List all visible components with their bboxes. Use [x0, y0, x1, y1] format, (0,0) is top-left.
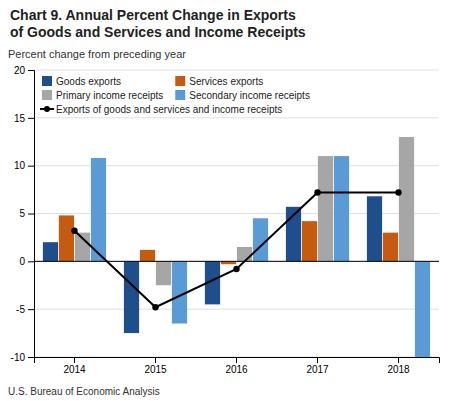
x-tick: 2018 [387, 357, 410, 375]
x-tick-label: 2015 [144, 364, 167, 375]
x-tick-mark [74, 357, 75, 363]
bar [124, 261, 139, 333]
bar [415, 261, 430, 357]
legend-swatch [175, 76, 185, 86]
x-tick-mark [317, 357, 318, 363]
grid [34, 70, 439, 357]
x-tick: 2016 [225, 357, 248, 375]
legend-item: Primary income receipts [42, 90, 163, 101]
legend-label: Secondary income receipts [189, 90, 310, 101]
legend-label: Primary income receipts [56, 90, 163, 101]
legend-swatch [175, 90, 185, 100]
y-tick: -5 [16, 304, 34, 315]
x-tick: 2017 [306, 357, 329, 375]
y-tick-label: 0 [19, 256, 25, 267]
y-tick-label: 10 [14, 160, 26, 171]
y-tick-mark [28, 357, 34, 358]
x-tick-label: 2018 [387, 364, 410, 375]
plot: -10 -5 0 5 10 15 20 2014 2015 2016 2017 2018 Goods e… [11, 65, 440, 375]
bar [399, 137, 414, 261]
y-tick-label: -5 [16, 304, 25, 315]
bar [237, 247, 252, 261]
y-tick: 5 [19, 208, 34, 219]
y-tick-mark [28, 166, 34, 167]
y-tick-label: 20 [14, 65, 26, 76]
line-point [395, 189, 401, 195]
line-marks [71, 189, 401, 310]
y-axis-line [28, 71, 35, 358]
legend-swatch [42, 76, 52, 86]
legend-label: Exports of goods and services and income… [56, 104, 282, 115]
bar [383, 233, 398, 262]
y-tick: 20 [14, 65, 34, 76]
x-tick-label: 2014 [63, 364, 86, 375]
line [75, 192, 399, 307]
y-tick-mark [28, 118, 34, 119]
footer: U.S. Bureau of Economic Analysis [8, 386, 160, 397]
y-axis-label: Percent change from preceding year [8, 48, 186, 60]
grid-line [34, 70, 439, 71]
line-point [71, 228, 77, 234]
legend-swatch [42, 90, 52, 100]
y-tick: -10 [11, 352, 34, 363]
bar-series [91, 156, 430, 357]
chart: Chart 9. Annual Percent Change in Export… [0, 0, 453, 401]
y-tick-label: 5 [19, 208, 25, 219]
x-tick-mark [398, 357, 399, 363]
legend-marker [44, 106, 50, 112]
line-point [314, 189, 320, 195]
bar [253, 218, 268, 261]
grid-line [34, 261, 439, 262]
y-tick-mark [28, 214, 34, 215]
bar [140, 250, 155, 261]
grid-line [34, 309, 439, 310]
x-axis: 2014 2015 2016 2017 2018 [35, 357, 440, 375]
y-tick-mark [28, 309, 34, 310]
x-axis-line [35, 358, 440, 364]
bar [334, 156, 349, 261]
legend-label: Goods exports [56, 76, 121, 87]
x-tick: 2014 [63, 357, 86, 375]
bar [156, 261, 171, 285]
y-tick-label: 15 [14, 113, 26, 124]
x-tick-mark [236, 357, 237, 363]
bar [367, 196, 382, 261]
line-point [233, 266, 239, 272]
bar-series [75, 137, 414, 285]
y-tick-mark [28, 70, 34, 71]
legend-item: Exports of goods and services and income… [40, 104, 282, 115]
legend: Goods exports Services exports Primary inc… [40, 76, 310, 115]
grid-line [34, 117, 439, 118]
x-tick-label: 2016 [225, 364, 248, 375]
x-tick-mark [155, 357, 156, 363]
bar [318, 156, 333, 261]
legend-item: Services exports [175, 76, 263, 87]
line-point [152, 304, 158, 310]
bar [59, 215, 74, 261]
legend-item: Goods exports [42, 76, 121, 87]
y-tick-mark [28, 261, 34, 262]
y-tick-label: -10 [11, 352, 26, 363]
title: Chart 9. Annual Percent Change in Export… [10, 7, 306, 40]
legend-label: Services exports [189, 76, 263, 87]
zero-line [34, 261, 439, 262]
y-tick: 0 [19, 256, 34, 267]
y-axis: -10 -5 0 5 10 15 20 [11, 65, 35, 363]
marks [43, 137, 430, 357]
y-tick: 15 [14, 113, 34, 124]
bar [302, 221, 317, 261]
x-tick: 2015 [144, 357, 167, 375]
bar [91, 158, 106, 261]
y-tick: 10 [14, 160, 34, 171]
x-tick-label: 2017 [306, 364, 329, 375]
legend-item: Secondary income receipts [175, 90, 310, 101]
bar [43, 242, 58, 261]
